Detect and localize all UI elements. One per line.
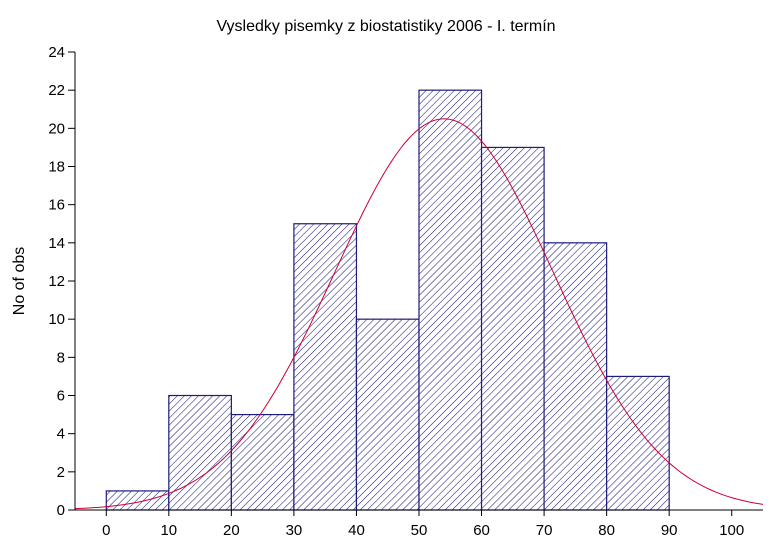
x-tick-label-0: 0 [102,522,110,539]
bar-0-10 [105,490,170,511]
chart-title: Vysledky pisemky z biostatistiky 2006 - … [216,18,555,35]
x-tick-label-40: 40 [348,522,365,539]
bar-70-80 [543,242,608,511]
x-tick-label-70: 70 [536,522,553,539]
y-tick-label-10: 10 [48,311,65,328]
y-tick-label-12: 12 [48,273,65,290]
bar-20-30 [230,413,295,511]
y-tick-label-16: 16 [48,197,65,214]
bar-60-70 [480,146,545,511]
y-tick-label-20: 20 [48,120,65,137]
x-tick-label-30: 30 [286,522,303,539]
y-tick-label-2: 2 [57,464,65,481]
x-ticks-group: 0 10 20 30 40 50 60 70 80 90 100 [102,510,744,539]
y-tick-label-18: 18 [48,159,65,176]
y-tick-label-6: 6 [57,388,65,405]
x-tick-label-10: 10 [160,522,177,539]
x-tick-label-90: 90 [661,522,678,539]
y-tick-label-14: 14 [48,235,65,252]
x-tick-label-60: 60 [473,522,490,539]
bar-30-40 [293,223,358,511]
y-tick-label-0: 0 [57,502,65,519]
bar-40-50 [355,318,420,511]
y-tick-label-24: 24 [48,44,65,61]
x-tick-label-80: 80 [598,522,615,539]
bar-10-20 [168,394,232,511]
normal-fit-curve [74,118,764,510]
y-axis-label: No of obs [11,247,28,315]
x-tick-label-100: 100 [719,522,744,539]
y-tick-label-4: 4 [57,426,65,443]
x-tick-label-50: 50 [411,522,428,539]
y-tick-label-8: 8 [57,349,65,366]
bar-50-60 [418,89,483,511]
y-tick-label-22: 22 [48,82,65,99]
x-tick-label-20: 20 [223,522,240,539]
bars-group [105,89,670,511]
